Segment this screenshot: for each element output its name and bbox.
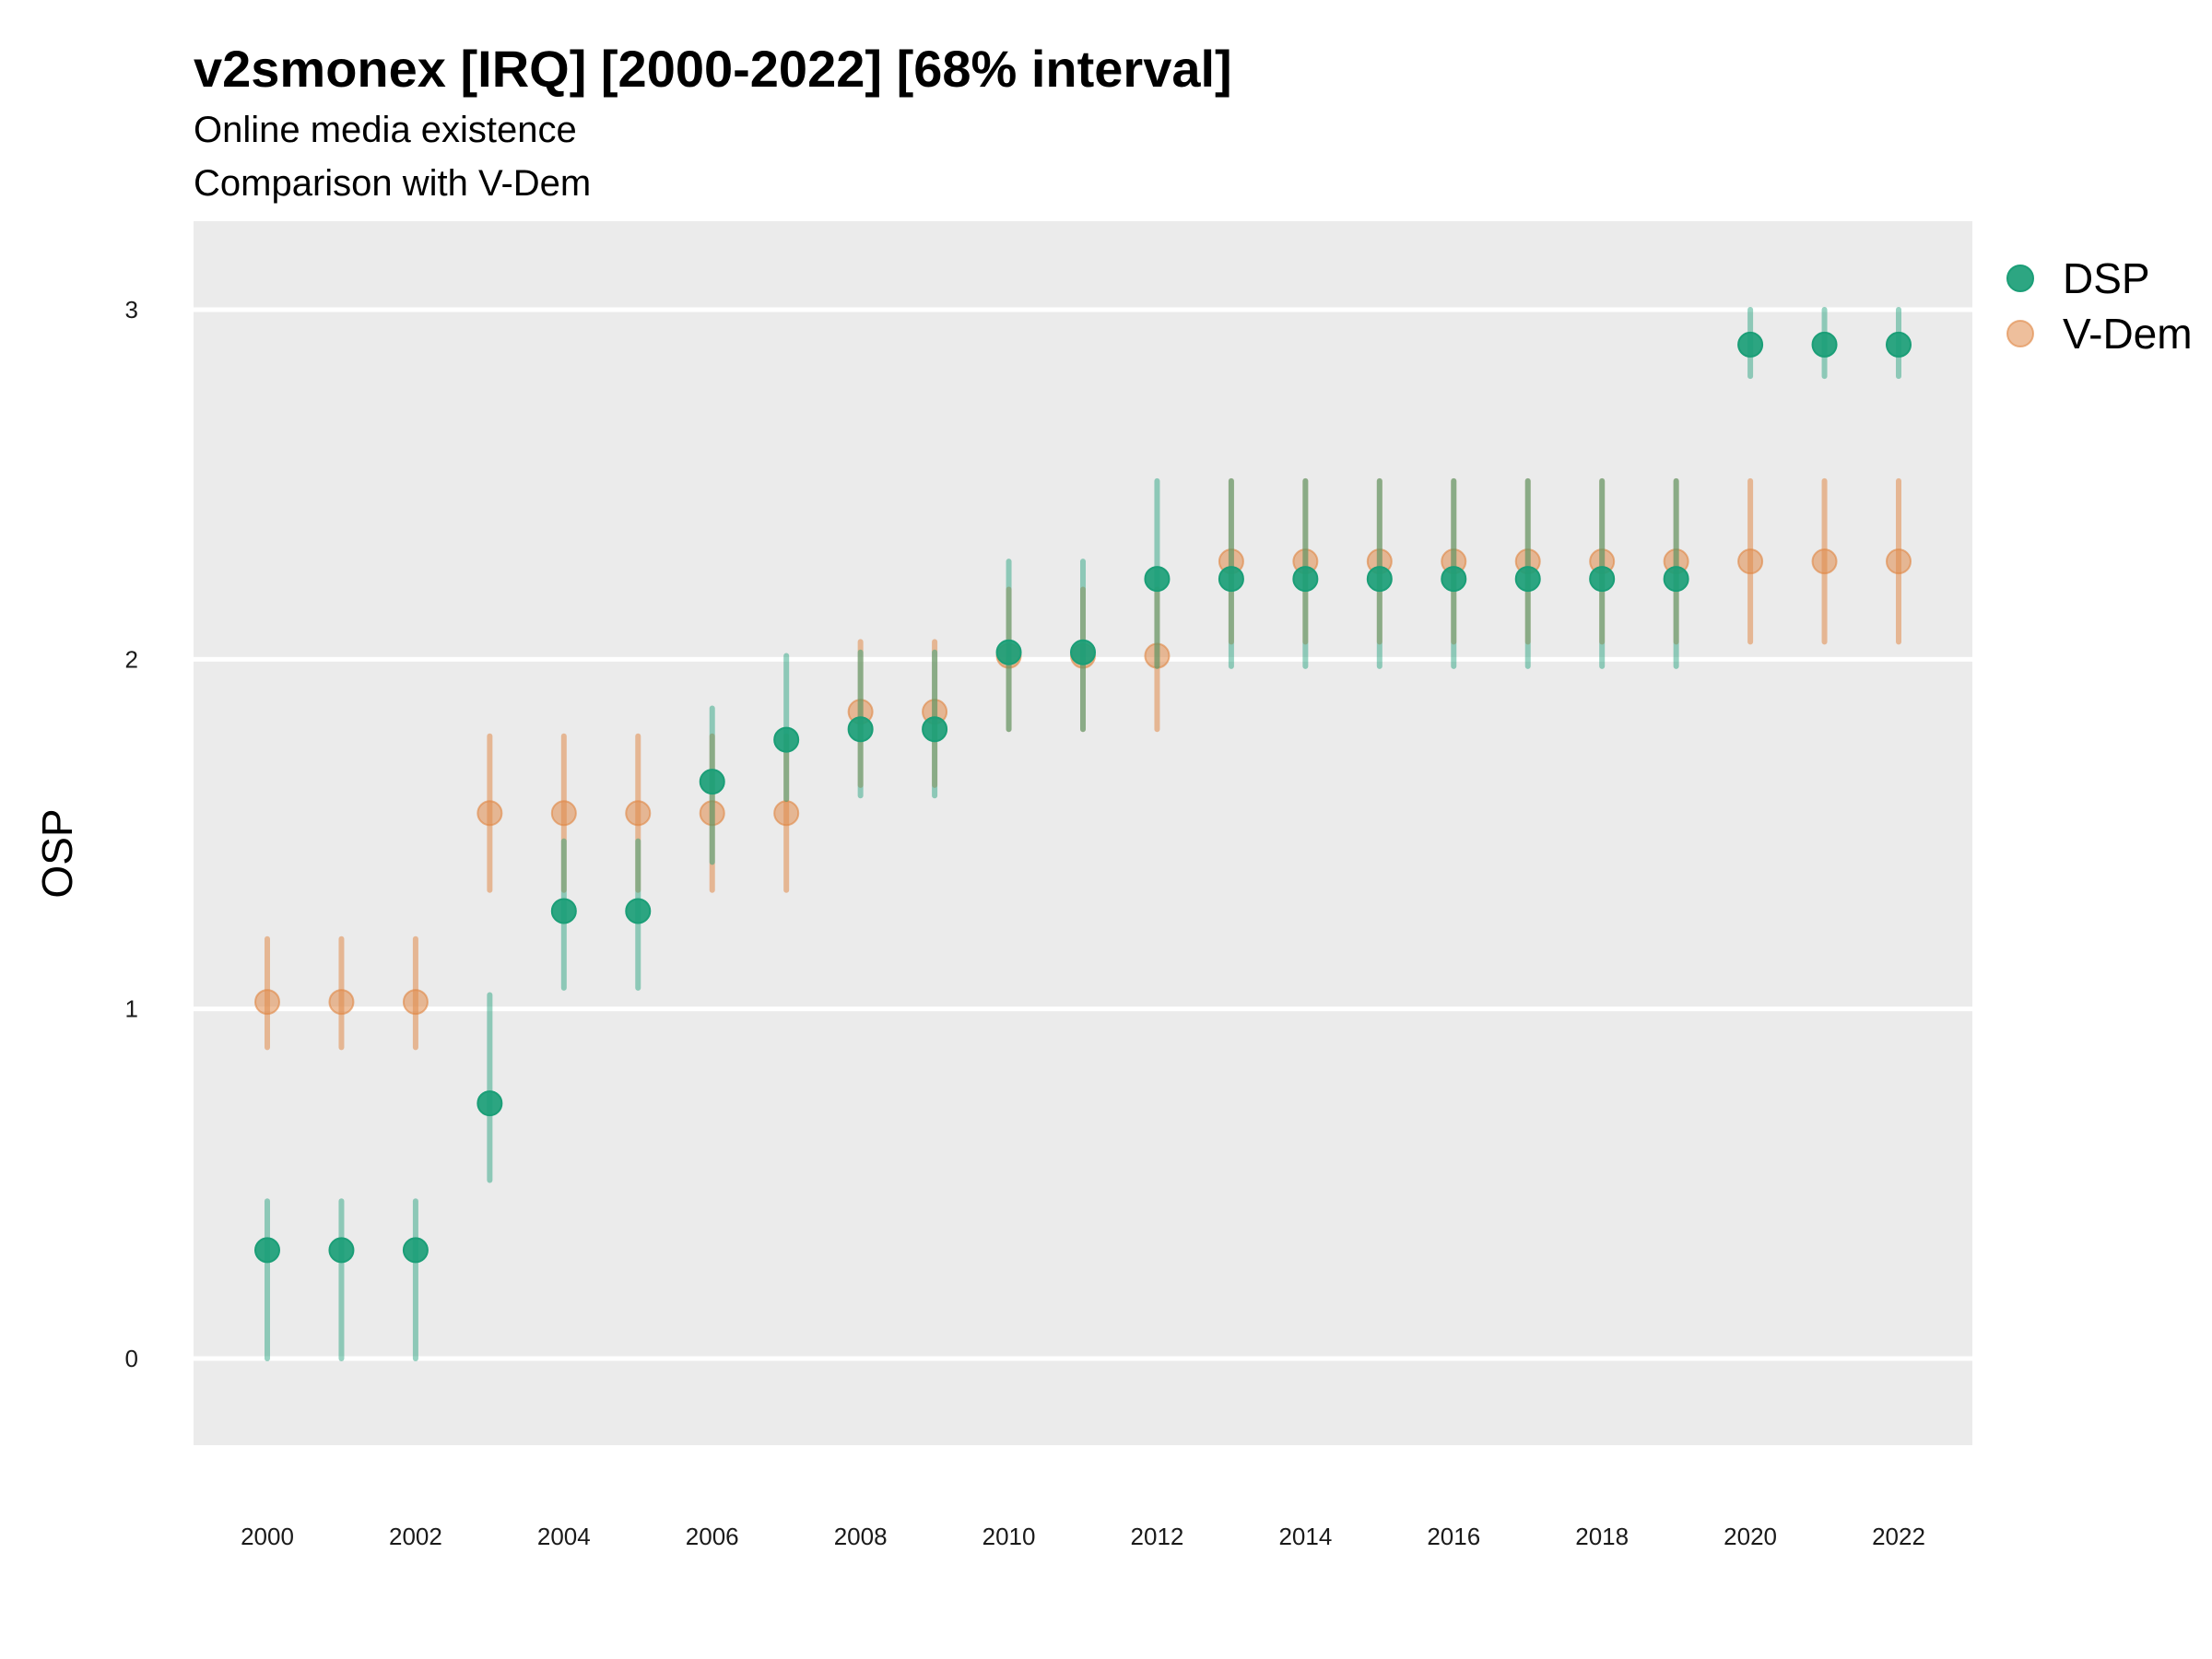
x-tick-label-2018: 2018 (1575, 1523, 1629, 1550)
x-tick-label-2006: 2006 (686, 1523, 739, 1550)
point-dsp-2013 (1218, 566, 1244, 593)
point-dsp-2008 (847, 716, 874, 743)
point-dsp-2004 (550, 898, 577, 924)
point-dsp-2001 (328, 1237, 355, 1264)
x-tick-label-2000: 2000 (241, 1523, 294, 1550)
y-axis-label: OSP (33, 808, 81, 898)
x-tick-label-2016: 2016 (1427, 1523, 1480, 1550)
point-dsp-2010 (995, 639, 1022, 665)
x-tick-label-2002: 2002 (389, 1523, 442, 1550)
point-v-dem-2007 (773, 800, 800, 827)
point-v-dem-2004 (550, 800, 577, 827)
point-v-dem-2021 (1811, 548, 1838, 575)
x-tick-label-2010: 2010 (982, 1523, 1036, 1550)
point-dsp-2002 (402, 1237, 429, 1264)
point-v-dem-2022 (1886, 548, 1912, 575)
y-tick-label-2: 2 (125, 645, 138, 673)
x-tick-label-2014: 2014 (1278, 1523, 1332, 1550)
legend-key-v-dem (2006, 320, 2034, 347)
x-tick-label-2020: 2020 (1724, 1523, 1777, 1550)
point-dsp-2012 (1144, 566, 1171, 593)
point-dsp-2022 (1886, 331, 1912, 358)
point-v-dem-2020 (1737, 548, 1764, 575)
point-v-dem-2002 (402, 989, 429, 1016)
x-tick-label-2008: 2008 (834, 1523, 888, 1550)
chart-caption: Comparison with V-Dem (194, 163, 591, 204)
point-dsp-2006 (699, 769, 725, 795)
x-tick-label-2012: 2012 (1131, 1523, 1184, 1550)
legend-item-v-dem: V-Dem (2006, 310, 2193, 358)
y-tick-label-3: 3 (125, 296, 138, 324)
x-tick-labels: 2000 2002 2004 2006 2008 2010 2012 2014 2016 2018… (241, 1523, 1925, 1550)
point-dsp-2019 (1663, 566, 1689, 593)
chart-title: v2smonex [IRQ] [2000-2022] [68% interval… (194, 40, 1232, 98)
series-layer (254, 307, 1912, 1361)
point-dsp-2005 (625, 898, 652, 924)
point-dsp-2016 (1441, 566, 1467, 593)
point-dsp-2015 (1366, 566, 1393, 593)
x-tick-label-2004: 2004 (537, 1523, 591, 1550)
chart-subtitle: Online media existence (194, 110, 577, 150)
legend-label-v-dem: V-Dem (2063, 310, 2193, 358)
series-dsp (254, 307, 1912, 1361)
point-v-dem-2005 (625, 800, 652, 827)
plot-panel (194, 221, 1972, 1445)
point-dsp-2007 (773, 726, 800, 753)
point-dsp-2011 (1070, 639, 1096, 665)
y-tick-label-0: 0 (125, 1345, 138, 1372)
point-v-dem-2012 (1144, 642, 1171, 669)
point-v-dem-2006 (699, 800, 725, 827)
point-v-dem-2000 (254, 989, 280, 1016)
point-dsp-2017 (1514, 566, 1541, 593)
point-dsp-2003 (477, 1090, 503, 1117)
y-tick-label-1: 1 (125, 995, 138, 1023)
point-dsp-2009 (922, 716, 948, 743)
x-tick-label-2022: 2022 (1872, 1523, 1925, 1550)
point-v-dem-2003 (477, 800, 503, 827)
point-dsp-2021 (1811, 331, 1838, 358)
point-dsp-2000 (254, 1237, 280, 1264)
point-dsp-2014 (1292, 566, 1319, 593)
series-v-dem (254, 477, 1912, 1051)
legend-key-dsp (2006, 265, 2034, 292)
legend-label-dsp: DSP (2063, 254, 2150, 302)
point-dsp-2018 (1589, 566, 1616, 593)
legend-item-dsp: DSP (2006, 254, 2150, 302)
point-v-dem-2001 (328, 989, 355, 1016)
legend: DSP V-Dem (2006, 254, 2193, 358)
y-tick-labels: 0 1 2 3 (125, 296, 138, 1372)
point-dsp-2020 (1737, 331, 1764, 358)
